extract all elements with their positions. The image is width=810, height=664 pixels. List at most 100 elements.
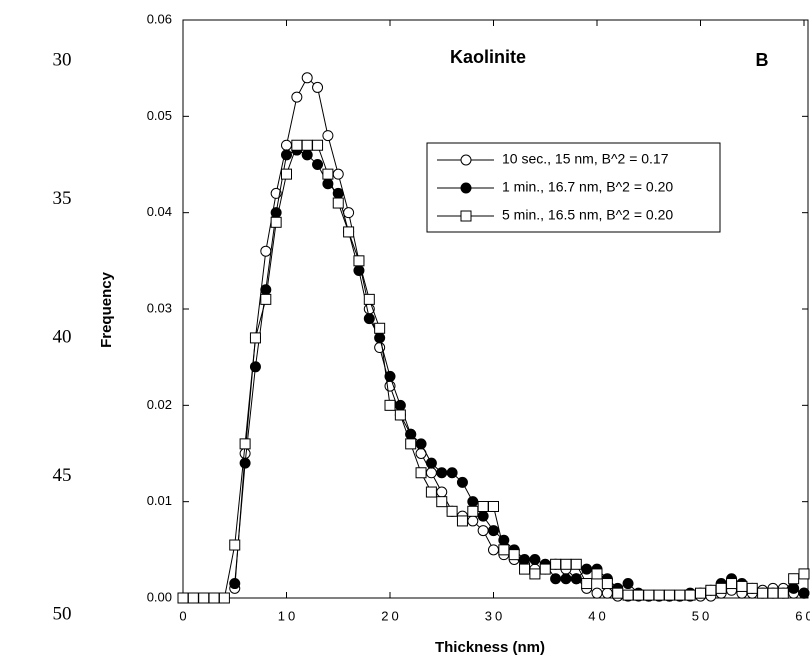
- marker: [622, 589, 634, 601]
- y-axis-label: Frequency: [98, 271, 115, 348]
- marker: [322, 168, 334, 180]
- marker: [436, 467, 448, 479]
- marker: [591, 587, 603, 599]
- marker: [312, 159, 324, 170]
- series: [177, 139, 810, 604]
- legend-label: 10 sec., 15 nm, B^2 = 0.17: [502, 151, 669, 167]
- marker: [726, 578, 738, 590]
- marker: [653, 589, 665, 601]
- x-tick-label: 10: [278, 608, 298, 623]
- marker: [177, 592, 189, 604]
- marker: [260, 245, 272, 257]
- marker: [529, 568, 541, 580]
- marker: [229, 539, 241, 551]
- marker: [488, 500, 499, 512]
- marker: [601, 578, 613, 590]
- marker: [281, 168, 292, 180]
- marker: [260, 293, 272, 305]
- marker: [581, 578, 593, 590]
- legend-marker: [460, 210, 472, 222]
- legend-marker: [460, 154, 472, 166]
- marker: [477, 510, 489, 522]
- marker: [705, 584, 717, 596]
- marker: [198, 592, 210, 604]
- marker: [363, 293, 375, 305]
- marker: [239, 457, 251, 469]
- marker: [446, 467, 458, 479]
- y-tick-label: 0.06: [147, 11, 172, 26]
- marker: [467, 496, 479, 508]
- marker: [394, 409, 406, 421]
- marker: [374, 332, 386, 344]
- marker: [798, 587, 810, 599]
- marker: [332, 168, 344, 180]
- marker: [663, 589, 675, 601]
- marker: [208, 592, 220, 604]
- marker: [270, 207, 282, 219]
- marker: [788, 582, 800, 594]
- y-tick-label: 0.00: [147, 589, 172, 604]
- marker: [249, 332, 261, 344]
- marker: [539, 563, 551, 575]
- marker: [281, 139, 292, 151]
- marker: [591, 568, 603, 580]
- marker: [446, 505, 458, 517]
- marker: [239, 438, 251, 450]
- x-tick-label: 40: [588, 608, 608, 623]
- marker: [343, 207, 355, 219]
- marker: [425, 457, 437, 469]
- marker: [187, 592, 199, 604]
- marker: [425, 467, 437, 479]
- marker: [622, 578, 634, 590]
- marker: [291, 139, 303, 151]
- marker: [767, 587, 779, 599]
- marker: [632, 589, 644, 601]
- marker: [291, 91, 303, 103]
- line-number: 40: [53, 326, 72, 347]
- marker: [363, 313, 375, 325]
- marker: [798, 568, 810, 580]
- marker: [736, 580, 748, 592]
- x-tick-label: 0: [179, 608, 189, 623]
- chart-title: Kaolinite: [450, 47, 526, 67]
- marker: [301, 72, 313, 84]
- y-tick-label: 0.05: [147, 108, 172, 123]
- marker: [374, 322, 386, 334]
- marker: [550, 558, 562, 570]
- marker: [436, 486, 448, 498]
- marker: [301, 149, 313, 161]
- legend-label: 1 min., 16.7 nm, B^2 = 0.20: [502, 179, 673, 195]
- marker: [239, 448, 251, 459]
- marker: [467, 505, 479, 517]
- legend-marker: [460, 182, 472, 194]
- marker: [498, 544, 510, 556]
- marker: [322, 130, 334, 142]
- marker: [394, 399, 406, 411]
- marker: [353, 255, 365, 267]
- x-tick-label: 20: [381, 608, 401, 623]
- marker: [643, 589, 655, 601]
- marker: [343, 226, 355, 238]
- line-number: 35: [53, 188, 72, 209]
- marker: [519, 553, 531, 565]
- marker: [560, 558, 572, 570]
- marker: [477, 500, 489, 512]
- x-tick-label: 30: [485, 608, 505, 623]
- marker: [674, 589, 686, 601]
- line-number: 50: [53, 603, 72, 624]
- marker: [612, 587, 624, 599]
- marker: [405, 438, 417, 450]
- marker: [519, 563, 531, 575]
- marker: [301, 139, 313, 151]
- marker: [488, 544, 499, 556]
- y-tick-label: 0.03: [147, 300, 172, 315]
- marker: [757, 587, 769, 599]
- x-tick-label: 60: [795, 608, 810, 623]
- marker: [415, 438, 427, 450]
- marker: [467, 515, 479, 527]
- y-tick-label: 0.04: [147, 204, 172, 219]
- x-axis-label: Thickness (nm): [435, 639, 545, 656]
- marker: [788, 573, 800, 585]
